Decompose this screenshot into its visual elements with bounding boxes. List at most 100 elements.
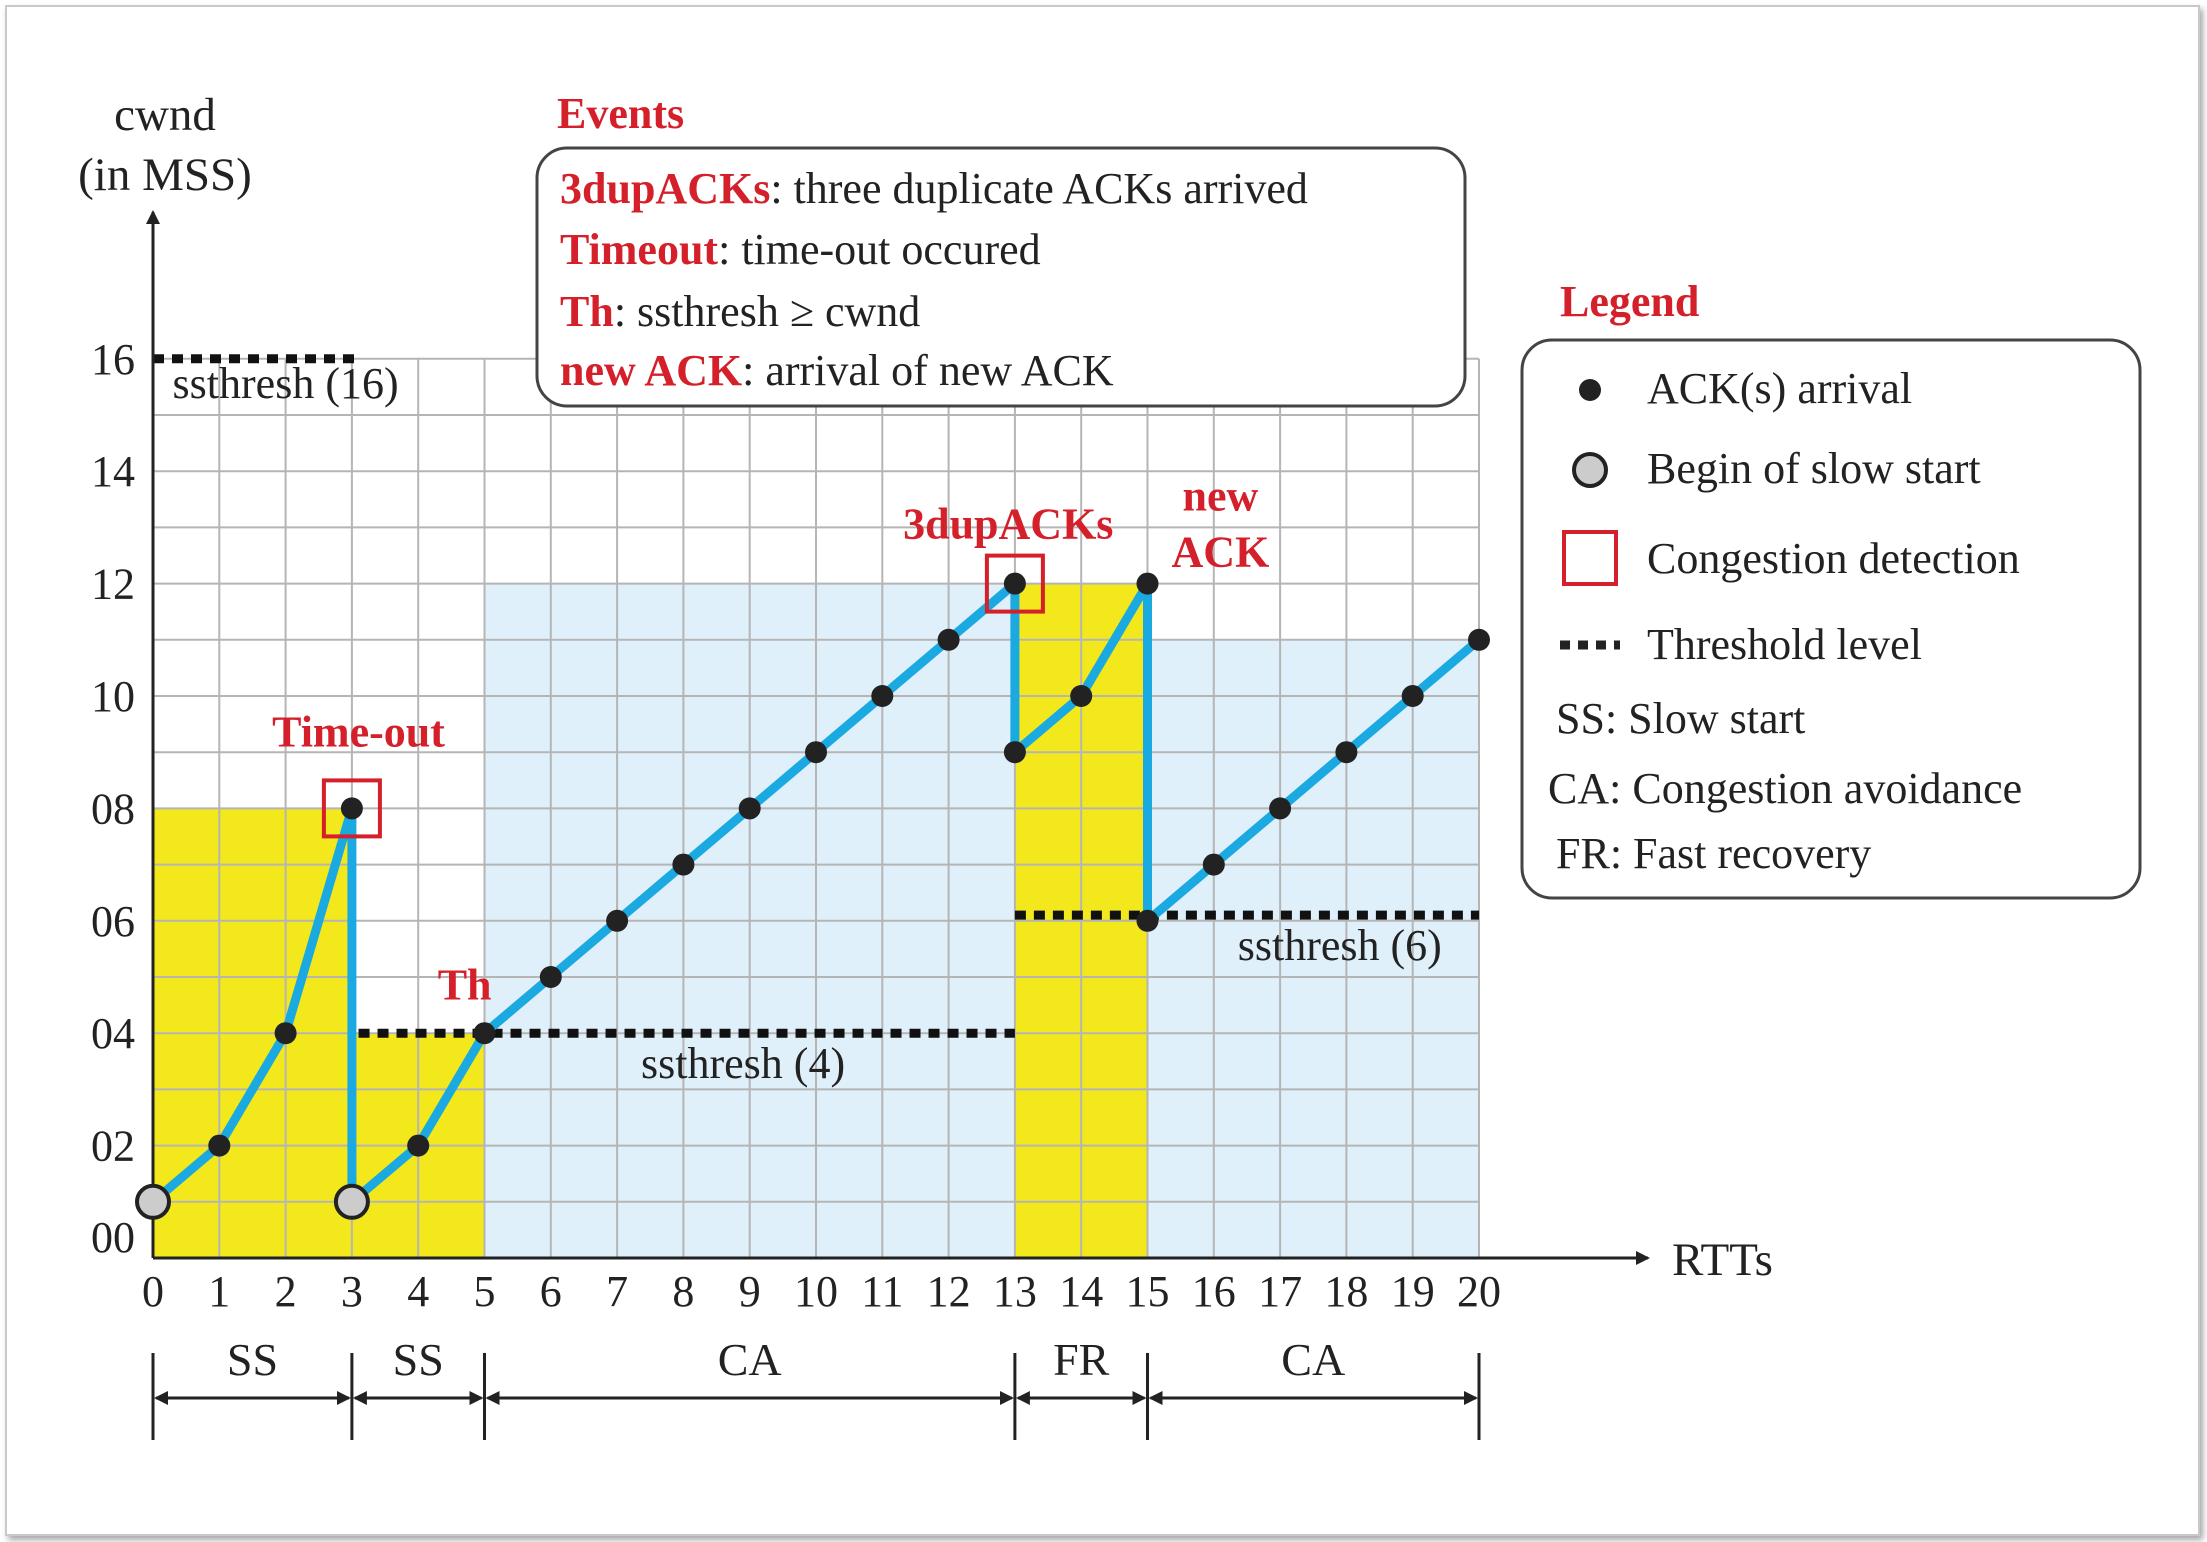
legend-item-slow-start: Begin of slow start [1647,444,1981,493]
x-tick-label-7: 7 [606,1267,628,1316]
ack-points [135,553,1490,1220]
congestion-marker-1 [984,553,1045,614]
x-tick-label-11: 11 [861,1267,903,1316]
x-tick-label-17: 17 [1258,1267,1302,1316]
ack-point-1 [274,1022,297,1045]
legend-panel: Legend ACK(s) arrival Begin of slow star… [1520,277,2142,900]
legend-item-fr: FR: Fast recovery [1556,829,1871,878]
ack-point-16 [1136,909,1159,932]
legend-dot-icon [1579,379,1601,401]
x-tick-label-2: 2 [275,1267,297,1316]
cwnd-line [148,579,1484,1207]
ack-point-19 [1335,741,1358,764]
annotation-0: Time-out [272,708,445,757]
ack-point-12 [1003,572,1026,595]
ack-point-21 [1468,628,1490,651]
phase-label-2: CA [718,1334,782,1385]
event-item-th: Th: ssthresh ≥ cwnd [560,287,920,336]
ack-point-20 [1401,685,1424,707]
x-tick-label-6: 6 [540,1267,562,1316]
phase-label-4: CA [1281,1334,1345,1385]
legend-item-congestion: Congestion detection [1647,534,2020,583]
annotations: Time-out Th 3dupACKs new ACK [272,472,1269,1010]
x-tick-label-12: 12 [927,1267,971,1316]
legend-box [1520,338,2142,900]
threshold-label-0: ssthresh (16) [173,359,399,408]
x-tick-label-0: 0 [142,1267,164,1316]
x-tick-label-4: 4 [407,1267,429,1316]
x-tick-label-1: 1 [208,1267,230,1316]
legend-item-ss: SS: Slow start [1556,694,1805,743]
event-item-new-ack: new ACK: arrival of new ACK [560,346,1114,395]
y-tick-label-5: 10 [91,672,135,721]
event-item-timeout: Timeout: time-out occured [560,225,1041,274]
phase-label-3: FR [1053,1334,1110,1385]
y-tick-label-7: 14 [91,447,135,496]
x-axis-label: RTTs [1672,1234,1773,1286]
threshold-lines: ssthresh (16) ssthresh (4) ssthresh (6) [153,354,1479,1088]
threshold-label-2: ssthresh (6) [1238,921,1442,970]
y-axis-label-line1: cwnd [114,89,216,141]
x-tick-label-10: 10 [794,1267,838,1316]
event-item-3dupacks: 3dupACKs: three duplicate ACKs arrived [560,164,1308,213]
y-tick-label-1: 02 [91,1122,135,1171]
congestion-marker-0 [321,778,382,839]
annotation-1: Th [438,960,492,1009]
x-tick-label-16: 16 [1192,1267,1236,1316]
annotation-3: new [1183,472,1259,521]
ack-point-17 [1202,853,1225,876]
ack-point-7 [672,853,695,876]
ack-point-18 [1269,797,1292,820]
ack-point-13 [1003,741,1026,764]
y-tick-label-3: 06 [91,897,135,946]
annotation-2: 3dupACKs [903,500,1113,549]
x-tick-label-20: 20 [1457,1267,1501,1316]
y-tick-label-6: 12 [91,560,135,609]
y-tick-label-2: 04 [91,1009,135,1058]
x-tick-label-13: 13 [993,1267,1037,1316]
legend-item-threshold: Threshold level [1647,620,1922,669]
x-tick-label-19: 19 [1391,1267,1435,1316]
slow-start-point-0 [135,1183,171,1220]
slow-start-point-1 [333,1183,370,1220]
phase-label-1: SS [393,1334,444,1385]
x-tick-label-5: 5 [474,1267,496,1316]
ack-point-15 [1136,572,1159,595]
x-tick-label-9: 9 [739,1267,761,1316]
ack-point-3 [407,1134,430,1157]
y-tick-label-4: 08 [91,784,135,833]
cwnd-series [148,579,1484,1207]
x-tick-label-8: 8 [672,1267,694,1316]
y-tick-label-0: 00 [91,1213,135,1262]
x-tick-label-15: 15 [1126,1267,1170,1316]
x-tick-label-14: 14 [1059,1267,1103,1316]
ack-point-5 [539,966,562,988]
ack-point-6 [606,909,629,932]
ack-point-2 [340,797,363,820]
phase-brackets: SS SS CA FR CA [151,1334,1481,1440]
ack-point-9 [805,741,827,764]
y-tick-label-8: 16 [91,335,135,384]
phase-region-4 [1147,639,1479,1258]
ack-point-8 [738,797,761,820]
ack-point-14 [1070,685,1093,707]
ack-point-0 [208,1134,231,1157]
ack-point-4 [473,1022,496,1045]
y-axis-label-line2: (in MSS) [78,149,252,201]
legend-item-ack: ACK(s) arrival [1647,364,1912,413]
threshold-label-1: ssthresh (4) [641,1039,845,1088]
x-tick-label-3: 3 [341,1267,363,1316]
legend-title: Legend [1560,277,1699,326]
x-tick-label-18: 18 [1324,1267,1368,1316]
annotation-4: ACK [1172,528,1270,577]
ack-point-11 [937,628,960,651]
grid [153,357,1480,1258]
events-title: Events [557,89,684,138]
events-box [535,146,1467,408]
legend-gray-dot-icon [1572,452,1608,488]
ack-point-10 [871,685,894,707]
events-panel: Events 3dupACKs: three duplicate ACKs ar… [535,89,1467,408]
legend-red-square-icon [1562,530,1618,586]
